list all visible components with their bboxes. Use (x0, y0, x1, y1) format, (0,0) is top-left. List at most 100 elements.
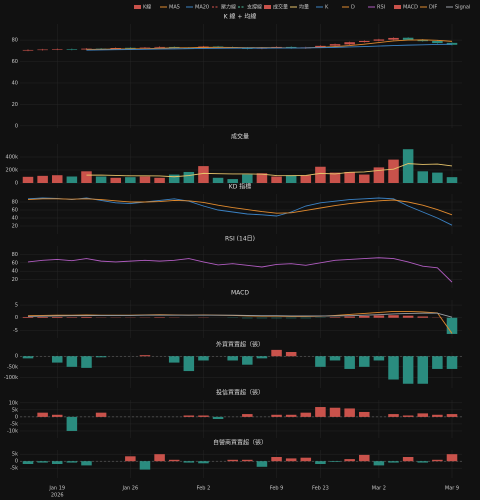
bar (285, 414, 297, 417)
bar (139, 461, 151, 470)
bar (51, 316, 63, 318)
y-tick-label: 0 (15, 315, 18, 321)
bar (315, 356, 326, 367)
y-tick-label: 0 (15, 181, 18, 187)
bar (168, 356, 180, 363)
bar (22, 316, 34, 318)
bar (359, 411, 370, 417)
y-tick-label: 60 (12, 59, 18, 65)
legend-label: DIF (429, 5, 437, 11)
bar (95, 356, 107, 358)
bar (446, 454, 458, 462)
bar (417, 171, 429, 183)
bar (198, 356, 209, 361)
line (27, 198, 453, 216)
bar (154, 177, 165, 183)
bar (359, 315, 370, 318)
candle-body (329, 44, 341, 46)
x-tick-label: Jan 26 (122, 486, 139, 492)
y-tick-label: 80 (12, 38, 18, 44)
bar (446, 177, 458, 183)
bar (402, 356, 414, 384)
legend-swatch (264, 5, 271, 9)
candle-body (315, 45, 326, 48)
bar (373, 167, 385, 183)
bar (359, 356, 370, 367)
candle-body (344, 42, 355, 45)
bar (388, 159, 399, 183)
bar (37, 412, 48, 417)
bar (329, 407, 341, 417)
bar (315, 166, 326, 183)
bar (402, 315, 414, 318)
bar (300, 457, 312, 462)
x-tick-label: Feb 9 (270, 486, 284, 492)
y-tick-label: 20 (12, 277, 18, 283)
y-tick-label: 200k (6, 168, 19, 174)
x-tick-label: Mar 2 (372, 486, 386, 492)
candle-body (359, 40, 370, 43)
line (27, 197, 453, 226)
bar (388, 461, 399, 463)
bar (329, 317, 341, 318)
y-tick-label: 5 (15, 303, 18, 309)
bar (315, 461, 326, 464)
bar (22, 461, 34, 464)
y-tick-label: 0 (15, 123, 18, 129)
y-tick-label: 5k (12, 407, 18, 413)
bar (417, 356, 429, 384)
bar (154, 454, 165, 462)
bar (359, 454, 370, 462)
bar (432, 414, 443, 417)
candle-body (51, 49, 63, 50)
y-tick-label: 400k (6, 155, 19, 161)
x-tick-label: Jan 19 (48, 486, 65, 492)
panel-title: 外資買賣超（張） (216, 341, 264, 349)
panel-title: 自營商買賣超（張） (213, 439, 267, 447)
bar (66, 461, 78, 463)
legend-label: RSI (377, 5, 385, 11)
bar (198, 461, 209, 464)
bar (402, 415, 414, 417)
bar (344, 408, 355, 417)
bar (66, 416, 78, 431)
bar (388, 315, 399, 318)
legend-swatch (394, 5, 401, 9)
y-tick-label: 80 (12, 252, 18, 258)
bar (242, 174, 253, 183)
bar (417, 413, 429, 417)
bar (402, 149, 414, 183)
candle-body (417, 39, 429, 42)
legend-label: MA20 (195, 5, 209, 11)
bar (81, 461, 92, 466)
bar (256, 173, 268, 183)
candle-body (125, 47, 136, 49)
bar (373, 461, 385, 466)
bar (168, 174, 180, 183)
bar (212, 416, 224, 419)
bar (432, 356, 443, 369)
candle-body (66, 49, 78, 50)
bar (51, 175, 63, 183)
bar (329, 172, 341, 183)
legend-label: 壓力線 (221, 4, 236, 11)
bar (388, 414, 399, 417)
y-tick-label: 0 (15, 459, 18, 465)
panel-title: MACD (231, 290, 249, 297)
y-tick-label: 80 (12, 200, 18, 206)
bar (315, 407, 326, 417)
panel-title: KD 指標 (229, 183, 251, 191)
bar (242, 317, 253, 319)
bar (271, 176, 282, 183)
legend-label: 成交量 (273, 4, 288, 11)
bar (402, 457, 414, 462)
candle-body (154, 46, 165, 48)
bar (81, 356, 92, 368)
bar (446, 414, 458, 417)
bar (300, 175, 312, 183)
bar (81, 171, 92, 183)
y-tick-label: 40 (12, 216, 18, 222)
legend-label: 支撐線 (247, 4, 262, 11)
bar (388, 356, 399, 380)
bar (344, 356, 355, 369)
